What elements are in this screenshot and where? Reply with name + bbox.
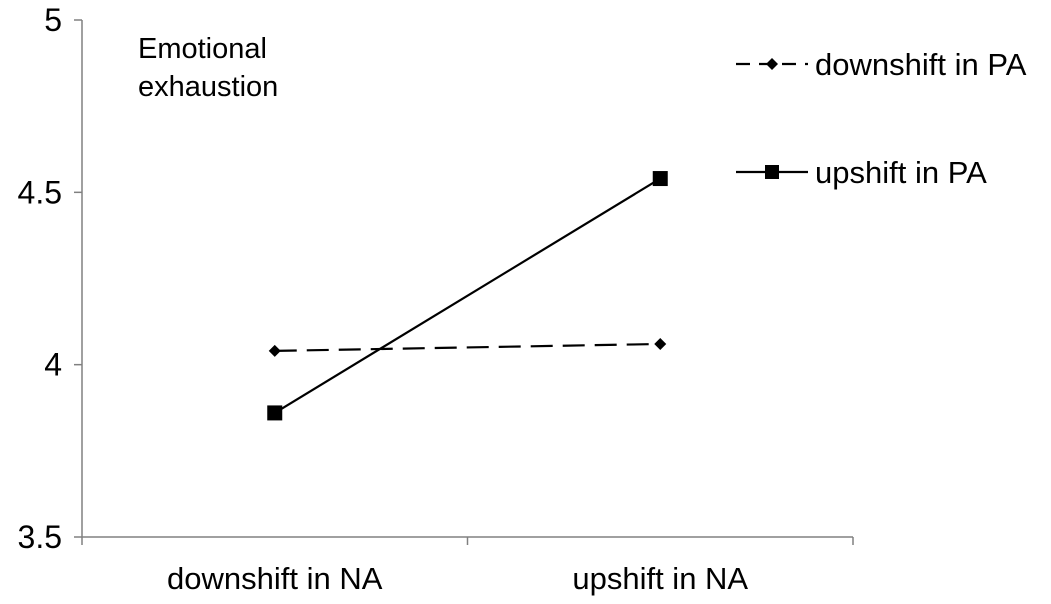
axes: 3.5 4 4.5 5 downshift in NA upshift in NA: [18, 2, 854, 596]
y-tick-label: 4: [44, 347, 62, 383]
legend-square-marker: [765, 165, 779, 179]
x-category-label: upshift in NA: [572, 561, 748, 596]
x-category-label: downshift in NA: [167, 561, 383, 596]
legend-label-downshift-in-pa: downshift in PA: [815, 47, 1027, 82]
series-line: [274, 177, 661, 414]
legend-item-downshift-in-pa: downshift in PA: [736, 47, 1027, 82]
y-tick-label: 5: [44, 2, 62, 38]
annotation-line-1: Emotional: [138, 33, 267, 65]
series-upshift-in-pa: [267, 171, 668, 421]
legend-label-upshift-in-pa: upshift in PA: [815, 155, 987, 190]
annotation: Emotional exhaustion: [138, 33, 278, 103]
y-tick-label: 3.5: [18, 519, 62, 555]
series-line: [274, 342, 661, 352]
annotation-line-2: exhaustion: [138, 71, 278, 103]
series-downshift-in-pa: [268, 337, 667, 357]
data-point-square: [267, 405, 283, 421]
data-point-diamond: [268, 344, 281, 357]
y-tick-label: 4.5: [18, 174, 62, 210]
legend: downshift in PA upshift in PA: [736, 47, 1027, 190]
data-point-square: [652, 171, 668, 187]
data-point-diamond: [654, 337, 667, 350]
legend-diamond-marker: [766, 58, 778, 70]
legend-item-upshift-in-pa: upshift in PA: [736, 155, 987, 190]
series-layer: [267, 171, 668, 421]
